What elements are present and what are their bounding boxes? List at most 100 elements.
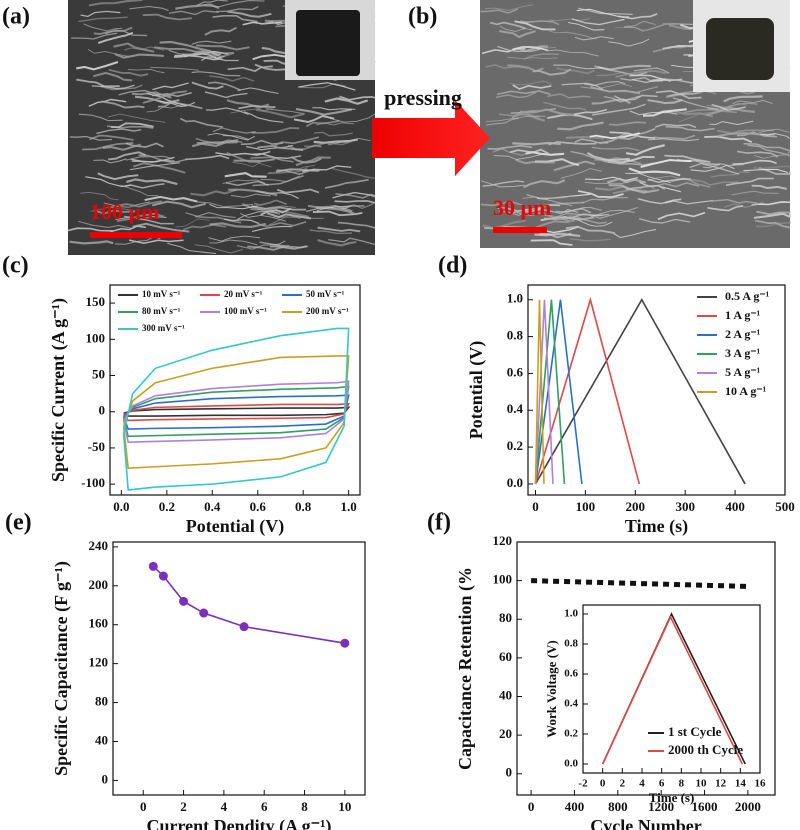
texture [496, 90, 551, 96]
texture [581, 196, 629, 204]
legend-label: 1 A g⁻¹ [725, 308, 761, 322]
texture [185, 154, 230, 161]
texture [499, 25, 533, 32]
texture [603, 95, 640, 103]
texture [331, 167, 375, 179]
texture [526, 193, 573, 199]
texture [157, 101, 203, 110]
texture [608, 38, 650, 47]
x-tick-label: 2000 [735, 799, 761, 814]
texture [182, 223, 227, 231]
texture [313, 131, 353, 137]
texture [647, 178, 691, 183]
legend-label: 100 mV s⁻¹ [224, 306, 267, 316]
texture [123, 215, 174, 225]
texture [169, 10, 219, 16]
texture [215, 5, 259, 13]
series-line [534, 299, 554, 484]
texture [93, 158, 127, 164]
arrow [372, 100, 490, 176]
texture [93, 209, 136, 215]
texture [250, 156, 294, 163]
texture [561, 82, 604, 91]
texture [530, 239, 573, 246]
y-tick-label: 1.0 [507, 291, 523, 306]
texture [522, 196, 573, 207]
texture [316, 122, 355, 126]
y-tick-label: 0 [99, 403, 106, 418]
x-tick-label: 14 [735, 778, 747, 790]
texture [654, 123, 697, 129]
texture [287, 144, 322, 151]
texture [191, 138, 239, 148]
x-tick-label: 200 [626, 499, 646, 514]
scale-bar [493, 227, 547, 233]
y-axis-title: Specific Current (A g⁻¹) [48, 298, 69, 482]
texture [482, 219, 526, 230]
legend-label: 2000 th Cycle [668, 742, 743, 757]
texture [577, 190, 624, 199]
x-tick-label: 500 [775, 499, 795, 514]
texture [266, 212, 312, 220]
texture [534, 232, 581, 237]
texture [295, 156, 331, 167]
texture [146, 92, 187, 107]
texture [565, 225, 616, 235]
texture [579, 220, 613, 227]
texture [334, 200, 376, 204]
texture [181, 54, 223, 61]
texture [224, 172, 267, 178]
texture [756, 210, 791, 216]
x-tick-label: 0 [600, 778, 606, 790]
texture [159, 40, 211, 53]
texture [514, 20, 556, 31]
x-tick-label: 8 [679, 778, 685, 790]
x-tick-label: -2 [578, 778, 588, 790]
x-tick-label: 2 [620, 778, 626, 790]
marker [199, 608, 209, 618]
y-tick-label: 0 [506, 765, 513, 780]
scale-bar [90, 232, 182, 238]
texture [204, 26, 237, 36]
texture [115, 236, 154, 245]
x-tick-label: 0.2 [159, 499, 175, 514]
texture [80, 191, 119, 201]
texture [249, 205, 296, 211]
marker [340, 638, 350, 648]
texture [103, 201, 151, 208]
y-tick-label: 40 [499, 687, 512, 702]
texture [240, 139, 284, 146]
texture [251, 127, 300, 134]
texture [208, 235, 261, 242]
texture [498, 209, 540, 216]
texture [543, 101, 587, 111]
texture [482, 180, 525, 187]
texture [132, 222, 190, 233]
texture [124, 183, 165, 189]
texture [295, 108, 352, 116]
y-tick-label: 0.2 [564, 728, 578, 740]
scale-bar-label: 100 μm [90, 199, 159, 224]
texture [512, 45, 549, 52]
texture [539, 232, 572, 239]
texture [191, 81, 224, 90]
texture [518, 45, 549, 53]
marker [179, 596, 189, 606]
x-tick-label: 10 [338, 799, 351, 814]
legend-label: 20 mV s⁻¹ [224, 289, 263, 299]
texture [499, 30, 536, 39]
legend-label: 2 A g⁻¹ [725, 327, 761, 341]
texture [633, 67, 670, 74]
texture [290, 155, 322, 164]
legend-label: 80 mV s⁻¹ [142, 306, 181, 316]
texture [549, 30, 597, 40]
texture [689, 162, 740, 175]
x-axis-title: Current Dendity (A g⁻¹) [146, 816, 331, 830]
texture [67, 227, 114, 232]
y-tick-label: 20 [499, 726, 512, 741]
texture [555, 213, 603, 218]
texture [596, 71, 631, 77]
texture [204, 91, 248, 99]
texture [78, 16, 128, 23]
texture [637, 197, 682, 205]
